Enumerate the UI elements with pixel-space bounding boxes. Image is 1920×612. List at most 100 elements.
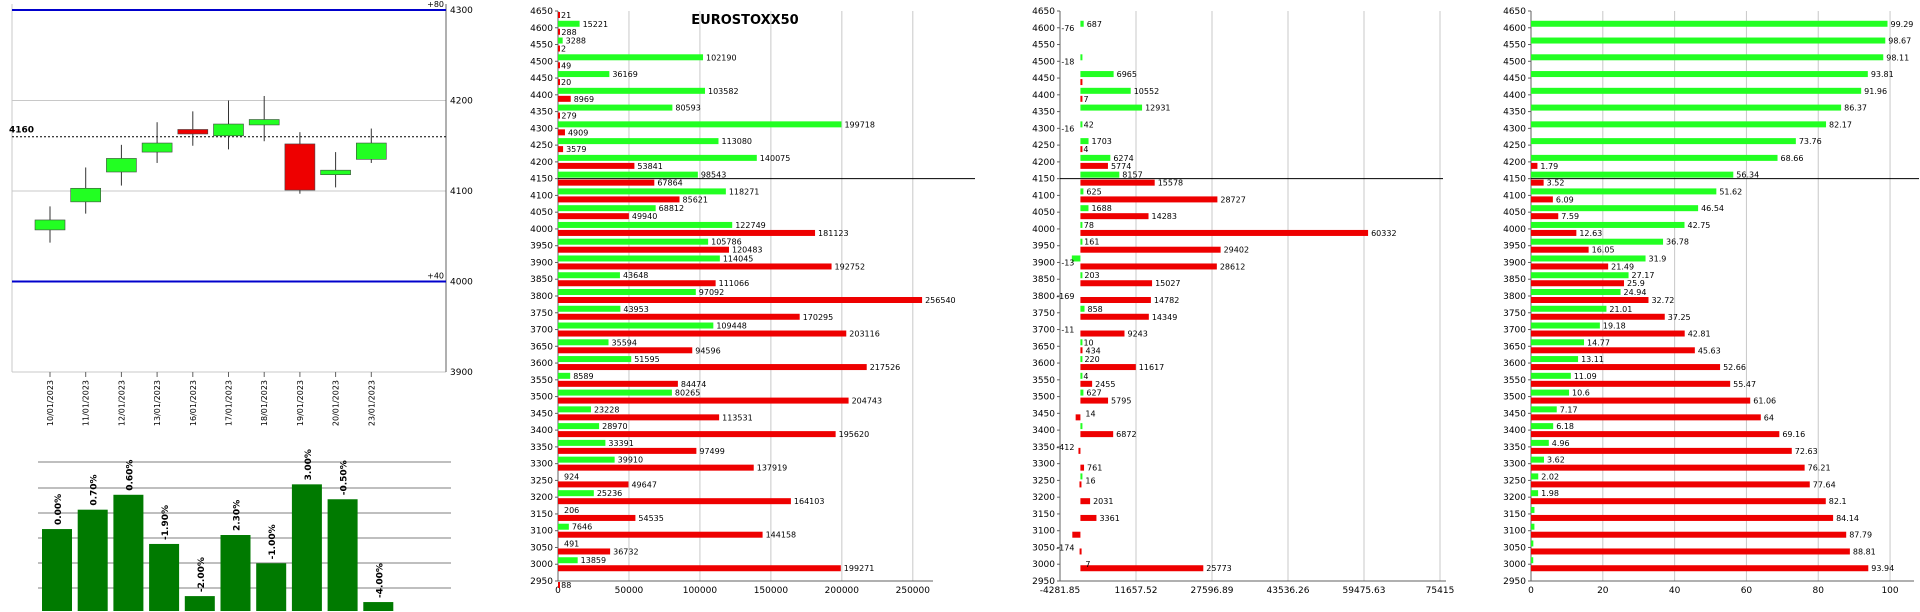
value-label: 10 <box>1083 338 1093 347</box>
y-tick-label: 3650 <box>530 342 553 352</box>
y-tick-label: 3100 <box>1032 527 1055 537</box>
value-label: 76.21 <box>1808 464 1831 473</box>
y-tick-label: 4650 <box>1503 7 1526 17</box>
value-label: 120483 <box>732 246 763 255</box>
open-interest-panel: EUROSTOXX50 0 50000 100000 150000 200000 2500… <box>530 7 975 596</box>
y-tick-label: 3350 <box>1503 443 1526 453</box>
y-tick-label: 3800 <box>1032 292 1055 302</box>
value-label: 256540 <box>925 296 956 305</box>
value-label: 67864 <box>657 179 682 188</box>
y-tick-label: 3450 <box>1503 409 1526 419</box>
value-label: 7.17 <box>1560 405 1578 414</box>
y-tick-label: 3400 <box>1032 426 1055 436</box>
bar <box>1080 380 1093 387</box>
bar <box>558 255 720 262</box>
value-label: 924 <box>564 472 579 481</box>
value-label: 51595 <box>634 355 659 364</box>
value-label: 102190 <box>706 53 737 62</box>
value-label: 88 <box>561 581 571 590</box>
value-label: 279 <box>561 112 576 121</box>
value-label: 42.81 <box>1688 330 1711 339</box>
bar <box>1531 87 1862 94</box>
bar <box>1531 347 1695 354</box>
bar <box>1531 305 1607 312</box>
value-label: 192752 <box>835 262 866 271</box>
y-tick-label: 4600 <box>530 24 553 34</box>
y-tick-label: 3700 <box>530 326 553 336</box>
y-tick-label: 4200 <box>1503 158 1526 168</box>
bar <box>1072 531 1081 538</box>
bar <box>1080 280 1153 287</box>
bar <box>1078 447 1081 454</box>
candle <box>320 169 351 176</box>
bar <box>558 498 791 505</box>
x-tick-label: 80 <box>1813 586 1825 596</box>
value-label: 49940 <box>632 212 657 221</box>
value-label: 28970 <box>602 422 627 431</box>
daily-change-bar-panel: 0.00% 0.70% 0.60% -1.90% -2.00% 2.30% -1.00% 3.… <box>38 449 451 611</box>
bar <box>1080 54 1083 61</box>
value-label: 98543 <box>701 171 726 180</box>
bar <box>1531 289 1621 295</box>
bar <box>1080 356 1083 363</box>
y-tick-label: 4050 <box>530 208 553 218</box>
bar <box>1080 498 1091 505</box>
bar <box>1080 171 1120 178</box>
bar <box>558 196 680 203</box>
bar <box>558 289 696 295</box>
value-label: 56.34 <box>1736 171 1759 180</box>
change-bar <box>291 484 322 611</box>
bar <box>558 162 635 169</box>
value-label: 78 <box>1084 221 1094 230</box>
value-label: 1688 <box>1091 204 1111 213</box>
y-tick-label: 4150 <box>530 175 553 185</box>
y-tick-label: 4300 <box>1503 124 1526 134</box>
x-tick-label: 12/01/2023 <box>117 380 126 426</box>
bar <box>1531 104 1842 111</box>
y-tick-label: 3050 <box>1503 543 1526 553</box>
value-label: 8969 <box>574 95 594 104</box>
bar <box>558 490 594 497</box>
value-label: 6.09 <box>1556 195 1574 204</box>
value-label: 73.76 <box>1799 137 1822 146</box>
change-bar <box>77 509 108 611</box>
bar <box>1079 548 1082 555</box>
candle <box>141 142 173 153</box>
value-label: 33391 <box>608 439 633 448</box>
y-tick-label: 3700 <box>1032 326 1055 336</box>
value-label: 21 <box>561 11 571 20</box>
value-label: 52.66 <box>1723 363 1746 372</box>
value-label: 99.29 <box>1890 20 1913 29</box>
y-tick-label: 4350 <box>1032 108 1055 118</box>
bar <box>558 112 560 119</box>
bar <box>1531 138 1796 145</box>
value-label: 93.81 <box>1871 70 1894 79</box>
value-label: 21.49 <box>1611 262 1634 271</box>
x-tick-label: 0 <box>1528 586 1534 596</box>
y-tick-label: 3150 <box>530 510 553 520</box>
y-tick-label: 4650 <box>530 7 553 17</box>
bar <box>1531 188 1717 195</box>
value-label: 1.98 <box>1541 489 1559 498</box>
value-label: 10.6 <box>1572 389 1590 398</box>
bar <box>1531 565 1869 572</box>
price-candlestick-panel: 4300 4200 4100 4000 3900 +80 +40 4160 10/01/2023… <box>9 0 473 426</box>
value-label: 14349 <box>1152 313 1177 322</box>
value-label: 23228 <box>594 405 619 414</box>
value-label: 9243 <box>1127 330 1147 339</box>
value-label: 3361 <box>1099 514 1119 523</box>
y-tick-label: 3850 <box>1503 275 1526 285</box>
change-bar <box>256 563 287 611</box>
value-label: 36169 <box>612 70 637 79</box>
oi-change-panel: -4281.85 11657.52 27596.89 43536.26 59475.63… <box>1032 7 1454 596</box>
candle <box>177 129 209 135</box>
candle <box>106 158 137 173</box>
bar <box>558 297 923 303</box>
bar <box>558 464 754 471</box>
bar <box>1080 246 1221 253</box>
change-bar <box>184 596 215 611</box>
bar <box>1079 481 1082 488</box>
value-label: -13 <box>1061 258 1074 267</box>
y-tick-label: 3550 <box>1032 376 1055 386</box>
bar <box>558 557 578 564</box>
